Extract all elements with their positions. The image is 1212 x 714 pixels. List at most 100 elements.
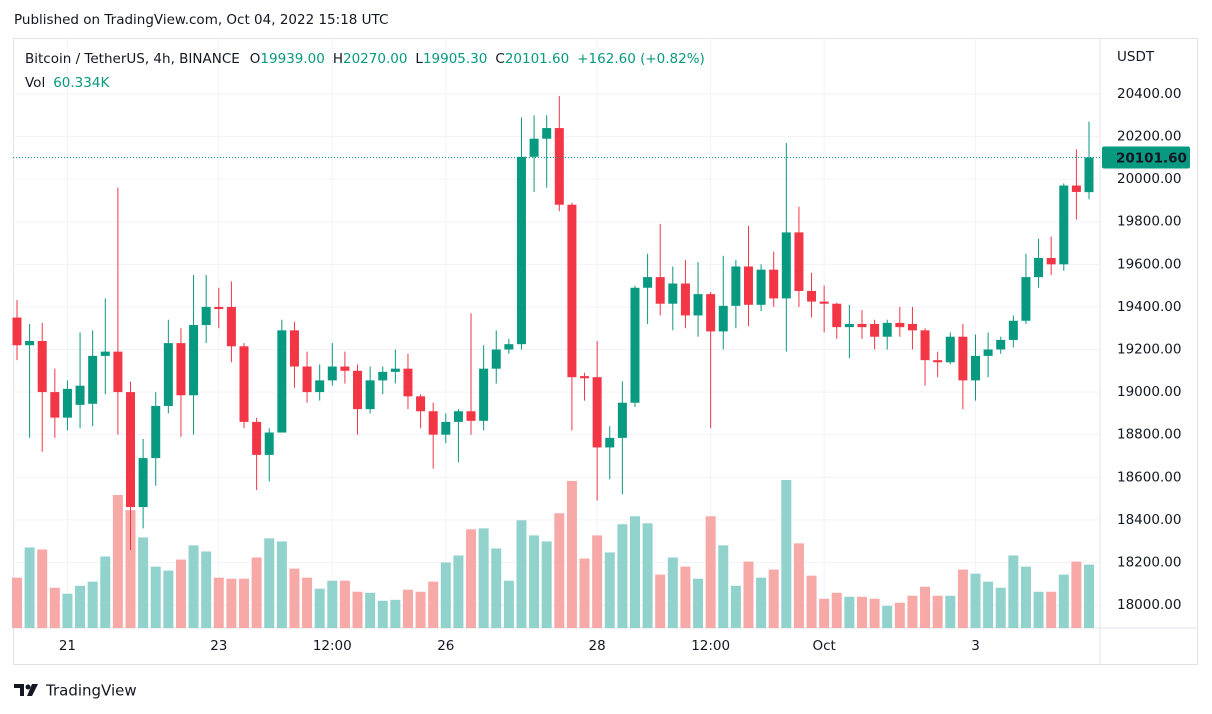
candles [12, 96, 1100, 551]
y-tick-label: 18800.00 [1117, 427, 1181, 443]
candle-body [731, 266, 741, 306]
volume-bar [566, 480, 577, 628]
volume-bar [440, 562, 451, 628]
volume-bar [138, 537, 149, 628]
volume-bar [390, 599, 401, 628]
volume-bar [920, 586, 931, 628]
candle-body [529, 138, 539, 157]
volume-bar [680, 566, 691, 628]
volume-bar [856, 596, 867, 628]
candle-body [75, 385, 85, 405]
candle-body [491, 349, 501, 369]
volume-bar [1020, 566, 1031, 628]
volume-bar [87, 581, 98, 628]
volume-bar [894, 602, 905, 628]
y-tick-label: 18000.00 [1117, 597, 1181, 613]
y-tick-label: 19600.00 [1117, 256, 1181, 272]
candle-body [605, 437, 615, 448]
candle-body [113, 351, 123, 393]
candle-body [1071, 185, 1081, 192]
candle-body [353, 370, 363, 410]
candle-body [12, 317, 22, 346]
candle-body [403, 368, 413, 397]
candle-body [580, 376, 590, 379]
volume-bar [352, 591, 363, 628]
y-tick-label: 20000.00 [1117, 171, 1181, 187]
volume-bar [995, 587, 1006, 628]
volume-bar [983, 581, 994, 628]
volume-bar [112, 495, 123, 628]
candle-body [1084, 157, 1094, 193]
candle-body [88, 355, 98, 404]
candle-body [50, 392, 60, 418]
y-tick-label: 19200.00 [1117, 342, 1181, 358]
candle-body [416, 396, 426, 412]
volume-bar [730, 585, 741, 628]
candle-body [126, 392, 136, 508]
volume-bar [642, 523, 653, 628]
candle-body [592, 377, 602, 448]
volume-bar [516, 520, 527, 628]
volume-bar [756, 577, 767, 628]
volume-bar [49, 587, 60, 628]
candle-body [617, 402, 627, 438]
x-tick-label: 12:00 [691, 638, 730, 654]
logo-mark [14, 684, 24, 696]
volume-bar [226, 578, 237, 628]
candle-body [756, 269, 766, 305]
volume-bar [768, 569, 779, 628]
candle-body [958, 336, 968, 381]
candle-body [680, 283, 690, 316]
volume-bar [957, 569, 968, 628]
volume-bar [1084, 564, 1094, 628]
volume-bar [907, 595, 918, 628]
y-tick-label: 19800.00 [1117, 214, 1181, 230]
candle-body [289, 330, 299, 367]
candle-body [277, 330, 287, 433]
y-tick-label: 19000.00 [1117, 384, 1181, 400]
ohlc-key: C [495, 51, 504, 67]
x-tick-label: 21 [59, 638, 76, 654]
volume-bar [970, 573, 981, 628]
candle-body [1021, 277, 1031, 321]
volume-bar [125, 510, 136, 628]
candle-body [870, 323, 880, 337]
candle-body [516, 156, 526, 345]
candle-body [441, 421, 451, 435]
candle-body [933, 360, 943, 363]
candle-body [264, 432, 274, 455]
volume-bar [491, 548, 502, 628]
volume-bar [239, 578, 250, 628]
volume-bar [743, 561, 754, 628]
volume-bar [806, 575, 817, 628]
pane-border [13, 38, 1198, 665]
candle-body [983, 349, 993, 356]
volume-bar [75, 585, 86, 628]
volume-bar [175, 559, 186, 628]
candle-body [706, 294, 716, 332]
candle-body [176, 343, 186, 396]
volume-bar [415, 591, 426, 628]
volume-bar [377, 600, 388, 628]
candle-body [151, 405, 161, 459]
volume-bar [24, 547, 35, 628]
candle-body [567, 204, 577, 378]
legend: Bitcoin / TetherUS, 4h, BINANCE O19939.00… [25, 51, 705, 67]
x-tick-label: 28 [589, 638, 606, 654]
candle-body [819, 301, 829, 304]
candle-body [857, 323, 867, 328]
volume-bar [428, 581, 439, 628]
y-tick-label: 19400.00 [1117, 299, 1181, 315]
candle-body [554, 128, 564, 205]
candle-body [138, 458, 148, 508]
candle-body [100, 351, 110, 356]
x-tick-label: 3 [971, 638, 980, 654]
x-tick-label: 12:00 [313, 638, 352, 654]
volume-legend: Vol 60.334K [25, 75, 110, 91]
volume-bar [213, 577, 224, 628]
volume-bar [37, 549, 48, 628]
ohlc-value: 20101.60 [505, 51, 569, 67]
volume-bar [882, 605, 893, 628]
tradingview-logo: TradingView [14, 682, 137, 700]
